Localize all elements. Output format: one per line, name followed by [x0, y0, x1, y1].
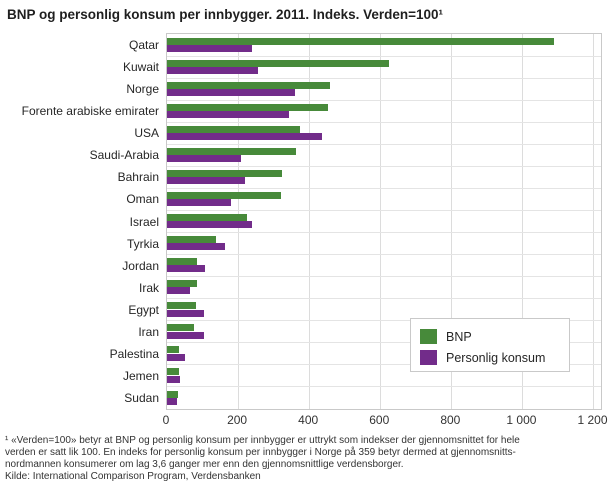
y-gridline: [167, 232, 601, 234]
y-gridline: [167, 143, 601, 145]
bar-konsum: [167, 110, 290, 118]
bar-konsum: [167, 243, 225, 251]
x-gridline: [308, 34, 310, 409]
footnote-line-3: nordmannen konsumerer om lag 3,6 ganger …: [5, 459, 404, 470]
source-line: Kilde: International Comparison Program,…: [5, 471, 261, 482]
y-gridline: [167, 386, 601, 388]
x-tick-label: 200: [227, 413, 248, 427]
category-label: Iran: [138, 324, 159, 339]
y-gridline: [167, 254, 601, 256]
chart-footnote: ¹ «Verden=100» betyr at BNP og personlig…: [5, 435, 520, 471]
bar-konsum: [167, 287, 191, 295]
category-label: Irak: [138, 280, 159, 295]
legend-label-bnp: BNP: [446, 329, 472, 344]
legend-swatch-konsum: [420, 350, 437, 365]
category-label: Saudi-Arabia: [89, 148, 159, 163]
y-gridline: [167, 99, 601, 101]
x-tick-label: 600: [369, 413, 390, 427]
x-gridline: [450, 34, 452, 409]
bar-konsum: [167, 309, 204, 317]
bar-konsum: [167, 88, 295, 96]
category-label: USA: [134, 126, 159, 141]
category-label: Bahrain: [117, 170, 159, 185]
bar-konsum: [167, 265, 205, 273]
bar-bnp: [167, 192, 281, 199]
bar-bnp: [167, 59, 390, 67]
bar-bnp: [167, 346, 179, 354]
y-gridline: [167, 77, 601, 79]
y-gridline: [167, 298, 601, 300]
bar-konsum: [167, 353, 186, 361]
x-tick-label: 0: [162, 413, 170, 427]
y-gridline: [167, 187, 601, 189]
category-label: Kuwait: [122, 60, 159, 75]
bar-konsum: [167, 221, 253, 229]
footnote-line-1: ¹ «Verden=100» betyr at BNP og personlig…: [5, 435, 520, 446]
category-label: Qatar: [128, 38, 159, 53]
y-gridline: [167, 121, 601, 123]
bar-bnp: [167, 81, 331, 89]
bar-bnp: [167, 37, 555, 45]
y-gridline: [167, 320, 601, 322]
y-gridline: [167, 165, 601, 167]
category-label: Egypt: [128, 302, 159, 317]
chart-title: BNP og personlig konsum per innbygger. 2…: [7, 7, 444, 22]
bar-bnp: [167, 302, 197, 310]
bar-konsum: [167, 375, 181, 383]
y-gridline: [167, 55, 601, 57]
category-label: Oman: [126, 192, 159, 207]
category-label: Norge: [126, 82, 159, 97]
bar-bnp: [167, 324, 194, 332]
x-gridline: [521, 34, 523, 409]
category-label: Forente arabiske emirater: [21, 104, 159, 119]
bar-konsum: [167, 331, 204, 339]
bar-chart: BNP Personlig konsum Qatar Kuwait Norge For…: [21, 33, 608, 427]
x-gridline: [593, 34, 594, 409]
bar-konsum: [167, 199, 231, 207]
legend-item-konsum: Personlig konsum: [420, 348, 569, 367]
category-label: Israel: [129, 214, 159, 229]
bar-konsum: [167, 133, 322, 141]
bar-konsum: [167, 177, 245, 185]
bar-bnp: [167, 236, 216, 244]
x-tick-label: 400: [298, 413, 319, 427]
bar-bnp: [167, 125, 300, 133]
y-gridline: [167, 276, 601, 278]
x-tick-label: 800: [440, 413, 461, 427]
y-gridline: [167, 364, 601, 366]
bar-bnp: [167, 147, 296, 155]
legend: BNP Personlig konsum: [410, 318, 570, 372]
x-tick-label: 1 000: [506, 413, 537, 427]
legend-label-konsum: Personlig konsum: [446, 350, 546, 365]
x-tick-label: 1 200: [577, 413, 608, 427]
legend-swatch-bnp: [420, 329, 437, 344]
bar-bnp: [167, 103, 328, 111]
legend-item-bnp: BNP: [420, 327, 569, 346]
bar-konsum: [167, 66, 258, 74]
category-label: Sudan: [124, 390, 159, 405]
bar-konsum: [167, 44, 253, 52]
x-gridline: [379, 34, 381, 409]
bar-konsum: [167, 155, 242, 163]
category-label: Jemen: [122, 368, 159, 383]
y-gridline: [167, 342, 601, 344]
bar-bnp: [167, 280, 198, 288]
bar-bnp: [167, 258, 198, 266]
bar-bnp: [167, 390, 179, 398]
category-label: Palestina: [109, 346, 159, 361]
category-label: Jordan: [122, 258, 159, 273]
footnote-line-2: verden er satt lik 100. En indeks for pe…: [5, 447, 516, 458]
bar-bnp: [167, 214, 248, 222]
bar-bnp: [167, 368, 179, 376]
bar-bnp: [167, 169, 283, 177]
category-label: Tyrkia: [126, 236, 159, 251]
bar-konsum: [167, 397, 178, 405]
y-gridline: [167, 209, 601, 211]
